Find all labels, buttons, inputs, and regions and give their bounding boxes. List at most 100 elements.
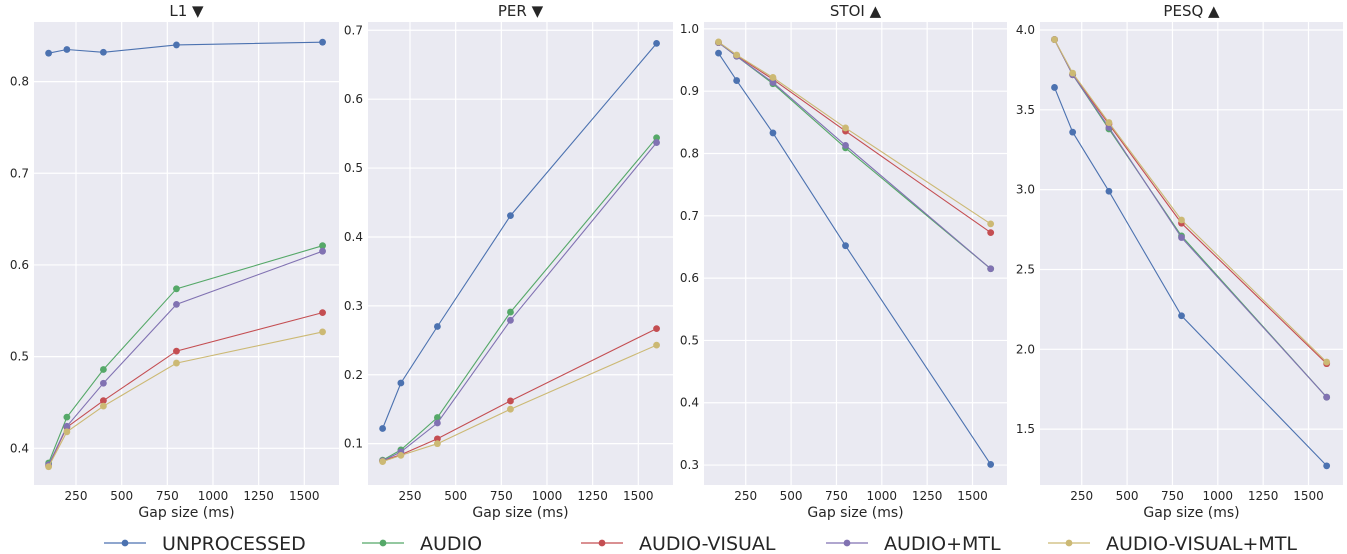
x-tick-label: 250 <box>1070 489 1093 503</box>
subplot-title: PESQ ▲ <box>1163 2 1220 20</box>
data-point <box>1178 312 1185 320</box>
data-point <box>397 379 405 387</box>
data-point <box>507 316 514 324</box>
data-point <box>173 347 180 355</box>
series-unprocessed <box>1051 84 1331 470</box>
data-point <box>100 379 107 387</box>
x-tick-label: 1000 <box>532 489 563 503</box>
y-tick-label: 0.4 <box>344 230 363 244</box>
subplot-2: 250 500 750 1000 1250 1500 0.1 0.2 0.3 0.4 0.5 0.6 0… <box>344 2 673 521</box>
series-audio-visual-mtl <box>1051 36 1331 366</box>
x-tick-label: 1250 <box>912 489 943 503</box>
data-point <box>100 397 107 405</box>
legend-marker <box>1065 539 1073 547</box>
legend-label: AUDIO-VISUAL <box>639 533 776 554</box>
x-tick-label: 250 <box>65 489 88 503</box>
subplot-title: PER ▼ <box>498 2 544 20</box>
x-tick-label: 750 <box>1161 489 1184 503</box>
data-point <box>1323 393 1331 401</box>
data-point <box>173 359 180 367</box>
y-tick-label: 0.6 <box>680 271 699 285</box>
data-point <box>173 41 180 49</box>
x-tick-label: 1250 <box>577 489 608 503</box>
plot-area <box>704 22 1007 485</box>
data-point <box>100 48 107 56</box>
legend-marker <box>121 539 129 547</box>
data-point <box>319 328 326 336</box>
subplot-title: STOI ▲ <box>830 2 882 20</box>
data-point <box>319 242 326 250</box>
legend-marker <box>843 539 851 547</box>
x-tick-label: 1250 <box>243 489 274 503</box>
series-unprocessed <box>379 39 660 432</box>
x-tick-label: 1500 <box>957 489 988 503</box>
series-audio-visual-mtl <box>45 328 326 471</box>
data-point <box>1069 128 1077 136</box>
y-tick-label: 0.3 <box>680 458 699 472</box>
data-point <box>1323 358 1331 366</box>
y-tick-label: 0.1 <box>344 437 363 451</box>
x-tick-label: 750 <box>825 489 848 503</box>
series-audio-visual-mtl <box>379 341 660 465</box>
subplot-title: L1 ▼ <box>169 2 204 20</box>
data-point <box>63 422 71 430</box>
y-tick-label: 0.7 <box>344 23 363 37</box>
data-point <box>1323 462 1331 470</box>
legend-item: AUDIO+MTL <box>826 533 1001 554</box>
y-tick-label: 1.5 <box>1016 422 1035 436</box>
y-tick-label: 0.6 <box>10 258 29 272</box>
legend-label: UNPROCESSED <box>162 533 306 554</box>
data-point <box>507 308 514 316</box>
y-tick-label: 0.2 <box>344 368 363 382</box>
data-point <box>173 300 180 308</box>
y-tick-label: 0.3 <box>344 299 363 313</box>
data-point <box>63 428 71 436</box>
data-point <box>434 440 441 448</box>
legend-label: AUDIO+MTL <box>884 533 1001 554</box>
y-tick-label: 3.0 <box>1016 183 1035 197</box>
y-tick-label: 0.8 <box>680 146 699 160</box>
y-tick-label: 2.5 <box>1016 262 1035 276</box>
data-point <box>434 414 441 421</box>
data-point <box>1105 119 1113 126</box>
data-point <box>319 38 326 46</box>
data-point <box>715 49 722 57</box>
plot-area <box>34 22 339 485</box>
y-tick-label: 0.4 <box>680 396 699 410</box>
x-tick-label: 1000 <box>867 489 898 503</box>
data-point <box>987 220 995 228</box>
data-point <box>1051 84 1058 91</box>
data-point <box>842 141 849 149</box>
data-point <box>507 212 514 220</box>
x-tick-label: 1250 <box>1248 489 1279 503</box>
y-tick-label: 4.0 <box>1016 23 1035 37</box>
data-point <box>733 51 741 59</box>
y-tick-label: 0.7 <box>10 166 29 180</box>
y-tick-label: 0.6 <box>344 92 363 106</box>
x-tick-label: 500 <box>110 489 133 503</box>
series-unprocessed <box>45 38 326 57</box>
x-tick-label: 500 <box>780 489 803 503</box>
data-point <box>653 134 660 142</box>
x-tick-label: 1500 <box>289 489 320 503</box>
x-tick-label: 500 <box>444 489 467 503</box>
y-tick-label: 0.4 <box>10 441 29 455</box>
data-point <box>715 38 722 46</box>
data-point <box>653 325 660 332</box>
data-point <box>379 458 387 465</box>
legend-item: AUDIO <box>362 533 482 554</box>
x-tick-label: 750 <box>490 489 513 503</box>
legend-marker <box>598 539 606 547</box>
series-unprocessed <box>715 49 995 468</box>
y-tick-label: 1.0 <box>680 22 699 36</box>
data-point <box>100 402 107 410</box>
data-point <box>653 341 660 349</box>
subplot-3: 250 500 750 1000 1250 1500 0.3 0.4 0.5 0.6 0.7 0.8 0… <box>680 2 1007 521</box>
legend-label: AUDIO-VISUAL+MTL <box>1106 533 1297 554</box>
data-point <box>1069 69 1077 77</box>
legend-item: AUDIO-VISUAL+MTL <box>1048 533 1297 554</box>
x-tick-label: 1000 <box>198 489 229 503</box>
series-audio-visual-mtl <box>715 38 995 228</box>
x-tick-label: 250 <box>399 489 422 503</box>
